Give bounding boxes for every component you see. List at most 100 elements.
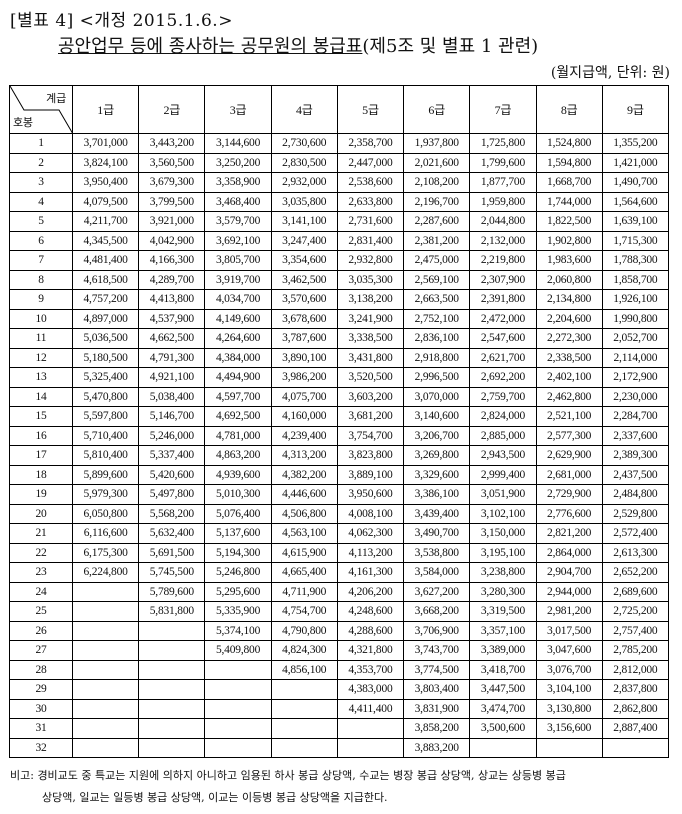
step-number-cell: 1: [9, 133, 73, 154]
salary-cell: 6,224,800: [71, 562, 140, 583]
salary-cell: 3,787,600: [270, 328, 338, 349]
column-header: 9급: [601, 85, 670, 134]
salary-cell: 3,319,500: [469, 601, 537, 622]
salary-cell: 2,824,000: [469, 406, 537, 427]
salary-cell: 4,790,800: [270, 620, 338, 641]
salary-cell: [138, 679, 206, 700]
salary-cell: 2,134,800: [535, 289, 603, 310]
salary-cell: [71, 718, 140, 739]
salary-cell: 4,264,600: [204, 328, 272, 349]
salary-cell: 2,837,800: [601, 679, 670, 700]
table-row: 11 5,036,500 4,662,500 4,264,600 3,787,600 3,…: [9, 328, 670, 349]
salary-cell: 4,446,600: [270, 484, 338, 505]
salary-cell: [71, 737, 140, 758]
salary-cell: 2,652,200: [601, 562, 670, 583]
salary-cell: 2,613,300: [601, 542, 670, 563]
salary-cell: 3,140,600: [403, 406, 471, 427]
corner-header: 계급 호봉: [9, 85, 73, 134]
step-number-cell: 18: [9, 464, 73, 485]
salary-cell: 3,138,200: [336, 289, 405, 310]
salary-cell: 3,627,200: [403, 581, 471, 602]
salary-table: 계급 호봉 1급 2급 3급 4급 5급 6급 7급 8급 9급 1 3,701,000 3,443…: [9, 85, 670, 758]
salary-cell: [71, 620, 140, 641]
salary-cell: 4,757,200: [71, 289, 140, 310]
salary-cell: 3,474,700: [469, 698, 537, 719]
salary-cell: 3,017,500: [535, 620, 603, 641]
step-number-cell: 21: [9, 523, 73, 544]
salary-cell: 2,230,000: [601, 386, 670, 407]
salary-cell: 3,051,900: [469, 484, 537, 505]
salary-cell: 4,042,900: [138, 230, 206, 251]
salary-cell: 2,918,800: [403, 347, 471, 368]
salary-cell: 2,196,700: [403, 191, 471, 212]
salary-cell: 4,618,500: [71, 269, 140, 290]
salary-cell: 5,325,400: [71, 367, 140, 388]
salary-cell: 4,321,800: [336, 640, 405, 661]
table-row: 12 5,180,500 4,791,300 4,384,000 3,890,100 3,…: [9, 347, 670, 368]
step-number-cell: 11: [9, 328, 73, 349]
salary-cell: [204, 737, 272, 758]
salary-cell: 1,983,600: [535, 250, 603, 271]
salary-cell: 2,381,200: [403, 230, 471, 251]
salary-cell: 2,484,800: [601, 484, 670, 505]
salary-cell: 2,569,100: [403, 269, 471, 290]
salary-cell: [204, 679, 272, 700]
salary-cell: [469, 737, 537, 758]
salary-cell: 2,730,600: [270, 133, 338, 154]
corner-rank-label: 계급: [46, 93, 66, 105]
salary-cell: 2,729,900: [535, 484, 603, 505]
salary-cell: 2,572,400: [601, 523, 670, 544]
salary-cell: 1,355,200: [601, 133, 670, 154]
salary-cell: 5,137,600: [204, 523, 272, 544]
salary-cell: 4,856,100: [270, 659, 338, 680]
salary-cell: 2,529,800: [601, 503, 670, 524]
salary-cell: 2,836,100: [403, 328, 471, 349]
table-row: 16 5,710,400 5,246,000 4,781,000 4,239,400 3,…: [9, 425, 670, 446]
salary-cell: 3,357,100: [469, 620, 537, 641]
table-row: 2 3,824,100 3,560,500 3,250,200 2,830,500 2,4…: [9, 152, 670, 173]
table-row: 20 6,050,800 5,568,200 5,076,400 4,506,800 4,…: [9, 503, 670, 524]
table-row: 13 5,325,400 4,921,100 4,494,900 3,986,200 3,…: [9, 367, 670, 388]
salary-cell: 3,141,100: [270, 211, 338, 232]
salary-cell: [204, 698, 272, 719]
salary-cell: 2,731,600: [336, 211, 405, 232]
salary-cell: 3,890,100: [270, 347, 338, 368]
remarks: 비고: 경비교도 중 특교는 지원에 의하지 아니하고 임용된 하사 봉급 상당…: [10, 765, 675, 809]
salary-cell: [336, 737, 405, 758]
salary-cell: 4,345,500: [71, 230, 140, 251]
salary-cell: 6,050,800: [71, 503, 140, 524]
salary-cell: 3,389,000: [469, 640, 537, 661]
step-number-cell: 30: [9, 698, 73, 719]
column-header: 3급: [204, 85, 272, 134]
salary-cell: 1,564,600: [601, 191, 670, 212]
salary-cell: 3,950,600: [336, 484, 405, 505]
salary-cell: 4,662,500: [138, 328, 206, 349]
step-number-cell: 14: [9, 386, 73, 407]
salary-cell: 2,307,900: [469, 269, 537, 290]
column-header: 6급: [403, 85, 471, 134]
salary-cell: 5,420,600: [138, 464, 206, 485]
step-number-cell: 28: [9, 659, 73, 680]
salary-cell: 3,354,600: [270, 250, 338, 271]
salary-cell: 2,287,600: [403, 211, 471, 232]
salary-cell: [270, 737, 338, 758]
salary-cell: 2,981,200: [535, 601, 603, 622]
salary-cell: 3,889,100: [336, 464, 405, 485]
salary-cell: 2,932,800: [336, 250, 405, 271]
salary-cell: 3,668,200: [403, 601, 471, 622]
salary-cell: 1,524,800: [535, 133, 603, 154]
salary-cell: [71, 679, 140, 700]
corner-step-label: 호봉: [13, 117, 33, 129]
salary-cell: 3,743,700: [403, 640, 471, 661]
step-number-cell: 8: [9, 269, 73, 290]
salary-cell: 5,409,800: [204, 640, 272, 661]
header-row: 계급 호봉 1급 2급 3급 4급 5급 6급 7급 8급 9급: [9, 85, 670, 134]
salary-cell: 4,597,700: [204, 386, 272, 407]
salary-cell: 2,621,700: [469, 347, 537, 368]
salary-cell: [138, 737, 206, 758]
salary-cell: 3,986,200: [270, 367, 338, 388]
salary-cell: 2,904,700: [535, 562, 603, 583]
salary-cell: [270, 698, 338, 719]
table-row: 18 5,899,600 5,420,600 4,939,600 4,382,200 3,…: [9, 464, 670, 485]
table-row: 5 4,211,700 3,921,000 3,579,700 3,141,100 2,7…: [9, 211, 670, 232]
